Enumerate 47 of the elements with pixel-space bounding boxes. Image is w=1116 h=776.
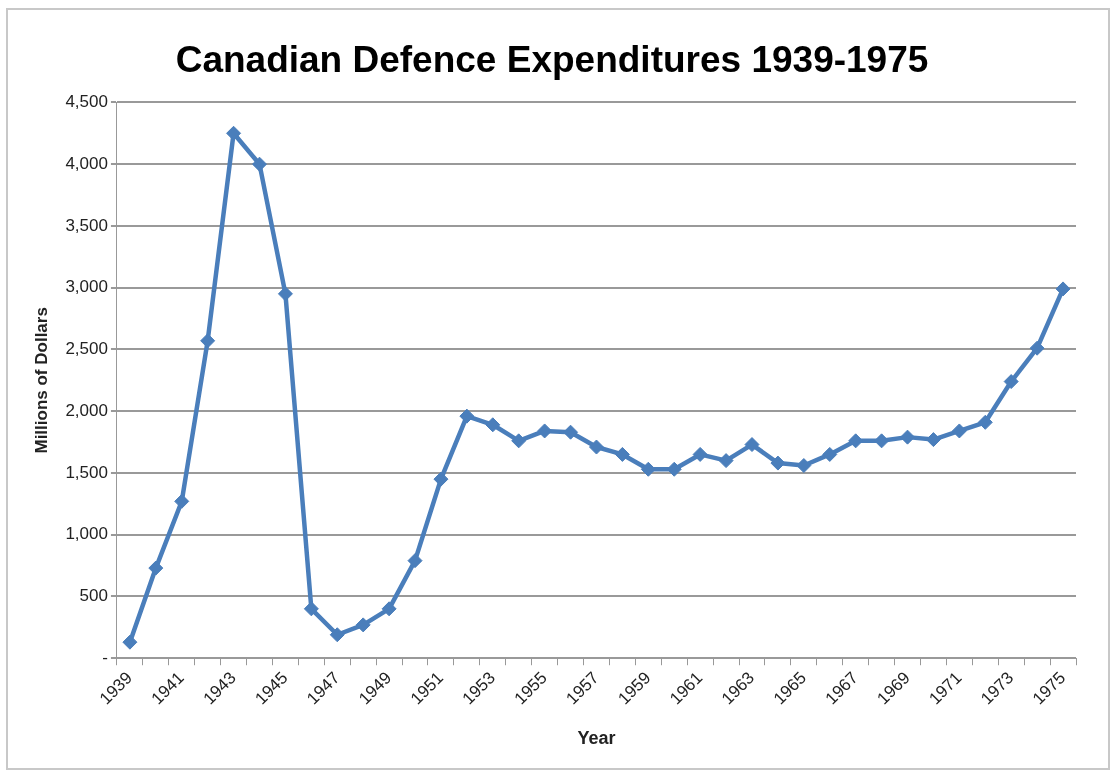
point bbox=[252, 156, 267, 172]
point bbox=[744, 437, 760, 453]
point bbox=[563, 424, 579, 440]
point bbox=[303, 601, 319, 617]
point bbox=[692, 446, 708, 462]
point bbox=[459, 408, 475, 424]
point bbox=[226, 125, 242, 141]
y-axis-title: Millions of Dollars bbox=[31, 307, 51, 454]
y-tick-label: 4,500 bbox=[65, 92, 108, 112]
y-tick-label: 1,000 bbox=[65, 524, 108, 544]
y-tick-label: 2,000 bbox=[65, 400, 108, 420]
point bbox=[1029, 340, 1045, 356]
y-tick-label: 4,000 bbox=[65, 153, 108, 173]
point bbox=[874, 433, 890, 449]
y-tick-label: 500 bbox=[79, 586, 108, 606]
point bbox=[822, 446, 838, 462]
point bbox=[614, 446, 630, 462]
point bbox=[329, 627, 345, 643]
point bbox=[900, 429, 916, 445]
point bbox=[485, 417, 501, 433]
x-axis-title: Year bbox=[577, 728, 616, 749]
point bbox=[355, 617, 371, 633]
point bbox=[1003, 374, 1019, 390]
y-tick-label: 3,500 bbox=[65, 215, 108, 235]
point bbox=[588, 439, 604, 455]
y-tick-label: 3,000 bbox=[65, 277, 108, 297]
y-tick-label: 2,500 bbox=[65, 339, 108, 359]
point bbox=[122, 634, 138, 650]
point bbox=[796, 458, 812, 474]
point bbox=[925, 432, 941, 448]
point bbox=[640, 461, 656, 477]
point bbox=[718, 453, 734, 469]
y-tick-label: - bbox=[102, 647, 108, 667]
point bbox=[977, 414, 993, 430]
point bbox=[381, 601, 397, 617]
point bbox=[148, 560, 164, 576]
point bbox=[511, 433, 527, 449]
point bbox=[433, 471, 449, 487]
point bbox=[951, 423, 967, 439]
y-tick-label: 1,500 bbox=[65, 462, 108, 482]
point bbox=[200, 333, 216, 349]
point bbox=[174, 493, 190, 509]
chart-title: Canadian Defence Expenditures 1939-1975 bbox=[175, 39, 929, 81]
point bbox=[770, 455, 786, 471]
point bbox=[277, 286, 293, 302]
point bbox=[407, 553, 423, 569]
point bbox=[1055, 281, 1071, 297]
